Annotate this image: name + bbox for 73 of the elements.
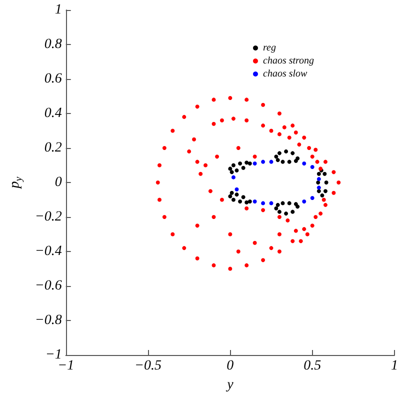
point [252,199,257,204]
point [234,187,239,192]
point [234,192,239,197]
point [290,210,295,214]
point [231,198,236,202]
point [310,164,314,169]
point [274,206,278,210]
y-tick-label: 0 [54,175,62,190]
x-tick-label: 1 [391,358,398,374]
point [316,177,321,182]
point [323,189,328,194]
point [276,158,280,162]
point [228,194,232,198]
y-tick-label: 0.2 [44,140,62,156]
point [241,195,246,200]
y-tick-label: −0.8 [34,313,62,328]
point [284,212,288,216]
point [276,202,280,207]
point [244,160,249,165]
point [277,210,282,214]
point [277,151,282,156]
point [230,190,234,195]
point [238,199,242,204]
y-axis-title: py [8,176,24,190]
point [261,160,266,164]
legend-label: chaos slow [263,68,308,80]
point [230,170,234,174]
point [287,201,292,206]
legend-label: chaos strong [263,56,314,66]
x-axis-title: y [225,377,234,392]
point [302,199,306,204]
point [228,166,232,171]
point [280,160,285,164]
point [290,151,295,156]
point [234,168,239,172]
point [261,201,266,206]
y-tick-label: −0.2 [34,210,62,224]
point [324,180,328,184]
point [280,201,285,206]
point [284,149,288,154]
point [231,163,236,168]
y-tick-label: −0.4 [34,244,62,259]
y-tick-label: 0.8 [44,37,62,52]
point [310,196,314,200]
point [316,189,321,194]
point [248,162,252,166]
point [320,193,324,198]
x-tick-label: 0 [226,358,234,374]
point [248,199,252,204]
y-tick-label: 0.4 [44,106,62,121]
legend-label: reg [263,42,276,54]
point [241,166,246,170]
point [238,162,242,166]
point [269,160,274,164]
point [269,201,274,206]
point [302,162,306,166]
point [244,200,249,204]
y-tick-label: 0.6 [44,72,62,86]
point [294,158,298,163]
point [294,202,298,206]
y-tick-label: −1 [45,348,62,362]
x-tick-label: −0.5 [134,358,162,374]
point [322,172,327,176]
point [316,186,321,190]
point [287,160,292,164]
y-tick-label: 1 [54,2,62,18]
point [252,162,257,166]
y-tick-label: −0.6 [34,278,62,294]
point [316,180,320,184]
point [274,154,278,159]
x-tick-label: 0.5 [304,358,322,374]
point [231,175,236,180]
point [316,172,321,176]
